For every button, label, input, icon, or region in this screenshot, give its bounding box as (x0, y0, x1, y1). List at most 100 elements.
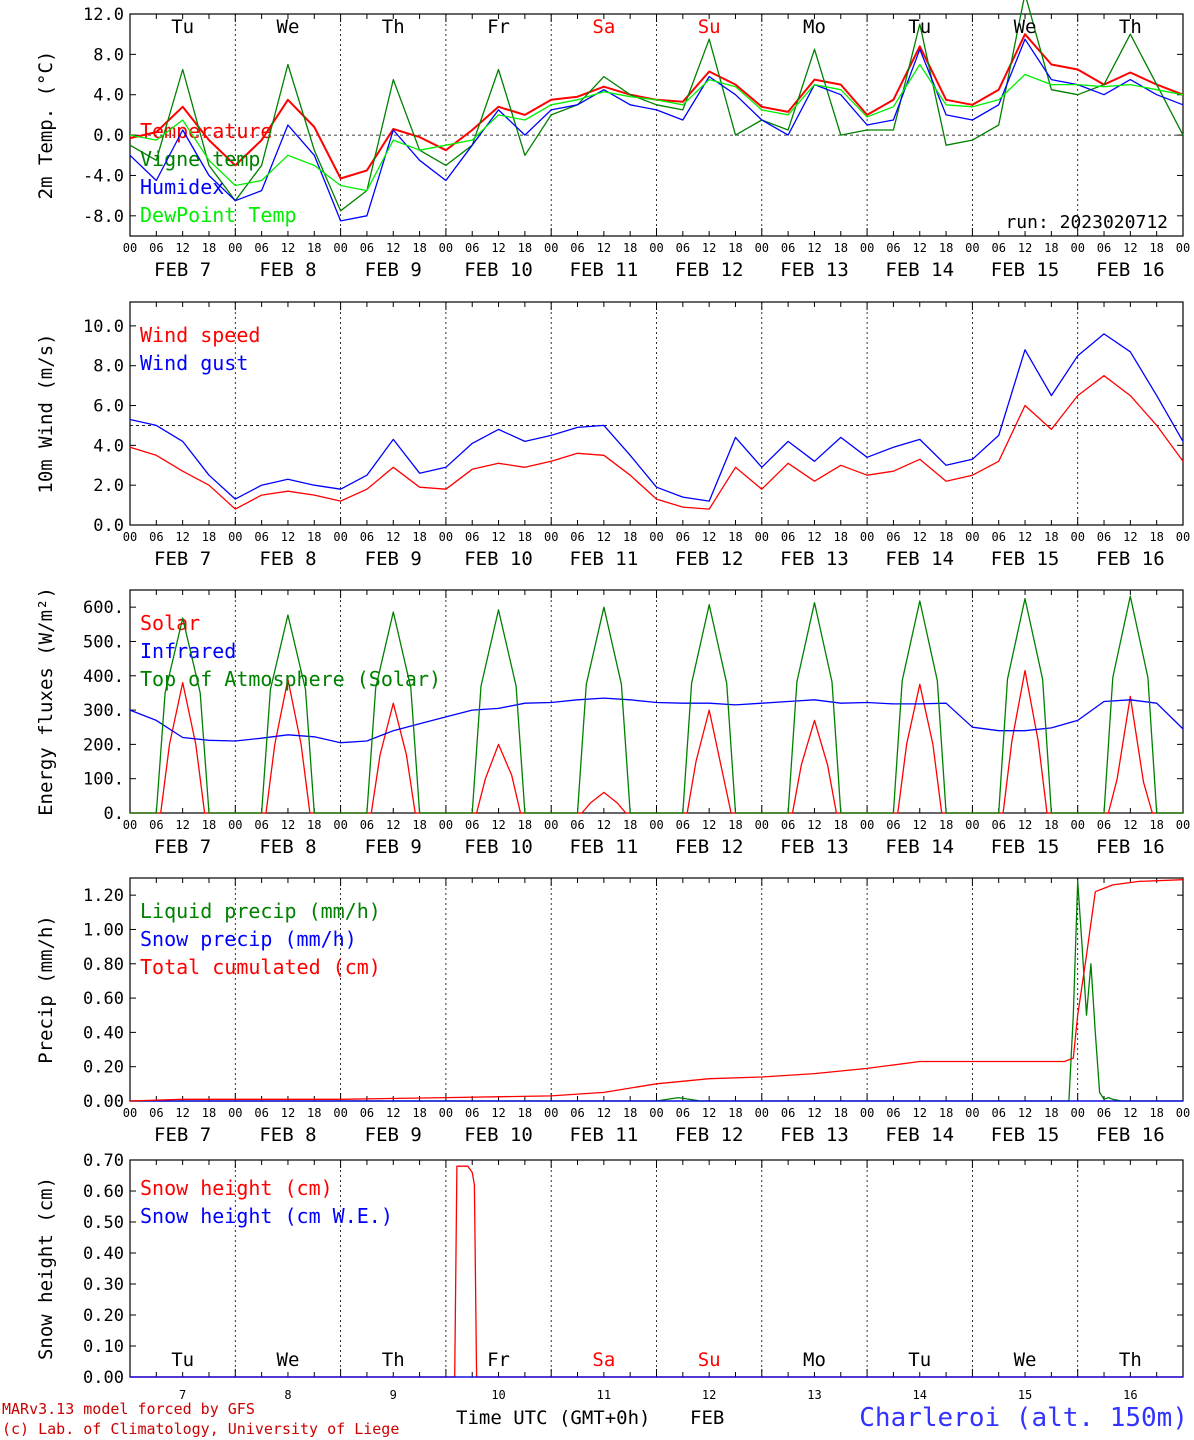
hour-tick-label: 12 (807, 1106, 821, 1120)
hour-tick-label: 18 (1149, 1106, 1163, 1120)
date-label: FEB 15 (991, 836, 1060, 858)
y-tick-label: -4.0 (83, 166, 124, 186)
y-tick-label: 0.0 (93, 126, 124, 146)
date-label: FEB 14 (885, 548, 954, 570)
day-name-label: Su (698, 1349, 721, 1371)
hour-tick-label: 06 (570, 241, 584, 255)
day-name-label: Tu (171, 16, 194, 38)
date-label: FEB 11 (570, 548, 639, 570)
hour-tick-label: 06 (1097, 530, 1111, 544)
y-tick-label: 600. (83, 598, 124, 618)
hour-tick-label: 06 (149, 1106, 163, 1120)
day-name-label: Sa (592, 1349, 615, 1371)
hour-tick-label: 18 (623, 1106, 637, 1120)
hour-tick-label: 00 (333, 818, 347, 832)
hour-tick-label: 18 (939, 241, 953, 255)
panel-3: 600.500.400.300.200.100.0.Energy fluxes … (35, 587, 1190, 858)
hour-tick-label: 18 (412, 241, 426, 255)
hour-tick-label: 06 (886, 530, 900, 544)
y-tick-label: 0.30 (83, 1275, 124, 1295)
hour-tick-label: 18 (307, 818, 321, 832)
hour-tick-label: 00 (1176, 530, 1190, 544)
hour-tick-label: 00 (1070, 530, 1084, 544)
hour-tick-label: 00 (860, 241, 874, 255)
hour-tick-label: 06 (781, 241, 795, 255)
hour-tick-label: 18 (623, 818, 637, 832)
hour-tick-label: 12 (1018, 1106, 1032, 1120)
panels: 12.0 8.0 4.0 0.0 -4.0 -8.0 2m Temp. (°C) Temper… (35, 0, 1190, 1402)
date-label: FEB 7 (154, 259, 211, 281)
hour-tick-label: 18 (728, 241, 742, 255)
date-label: FEB 13 (780, 1124, 849, 1146)
hour-tick-label: 12 (597, 530, 611, 544)
hour-tick-label: 00 (755, 241, 769, 255)
hour-tick-label: 18 (728, 818, 742, 832)
hour-tick-label: 00 (1176, 1106, 1190, 1120)
date-label: FEB 14 (885, 259, 954, 281)
hour-tick-label: 00 (1176, 818, 1190, 832)
hour-tick-label: 06 (1097, 818, 1111, 832)
hour-tick-label: 00 (755, 818, 769, 832)
day-name-label: Th (1119, 16, 1142, 38)
day-number-label: 10 (491, 1388, 505, 1402)
date-label: FEB 12 (675, 1124, 744, 1146)
y-tick-label: 8.0 (93, 45, 124, 65)
hour-tick-label: 12 (702, 1106, 716, 1120)
hour-tick-label: 12 (913, 530, 927, 544)
hour-tick-label: 00 (544, 241, 558, 255)
y-tick-label: 8.0 (93, 357, 124, 377)
day-name-label: Su (698, 16, 721, 38)
hour-tick-label: 00 (860, 1106, 874, 1120)
day-name-label: Fr (487, 1349, 510, 1371)
y-tick-label: 2.0 (93, 476, 124, 496)
y-axis-label: Snow height (cm) (35, 1177, 57, 1360)
hour-tick-label: 12 (1123, 530, 1137, 544)
hour-tick-label: 18 (834, 530, 848, 544)
date-label: FEB 15 (991, 548, 1060, 570)
footer-xlabel: Time UTC (GMT+0h) (456, 1407, 650, 1429)
hour-tick-label: 06 (465, 818, 479, 832)
hour-tick-label: 12 (281, 1106, 295, 1120)
hour-tick-label: 06 (991, 1106, 1005, 1120)
y-tick-label: 0.70 (83, 1151, 124, 1171)
day-name-label: Tu (908, 1349, 931, 1371)
hour-tick-label: 12 (913, 241, 927, 255)
date-label: FEB 11 (570, 1124, 639, 1146)
day-name-label: Sa (592, 16, 615, 38)
y-tick-label: 500. (83, 632, 124, 652)
hour-tick-label: 18 (1044, 241, 1058, 255)
y-tick-label: -8.0 (83, 207, 124, 227)
hour-tick-label: 12 (597, 1106, 611, 1120)
hour-tick-label: 18 (623, 530, 637, 544)
hour-tick-label: 06 (781, 1106, 795, 1120)
hour-tick-label: 18 (202, 1106, 216, 1120)
station-label: Charleroi (alt. 150m) (859, 1403, 1188, 1433)
hour-tick-label: 12 (175, 530, 189, 544)
hour-tick-label: 12 (281, 818, 295, 832)
hour-tick-label: 06 (676, 1106, 690, 1120)
date-label: FEB 7 (154, 548, 211, 570)
hour-tick-label: 12 (175, 241, 189, 255)
date-label: FEB 16 (1096, 1124, 1165, 1146)
hour-tick-label: 00 (544, 1106, 558, 1120)
hour-tick-label: 00 (649, 530, 663, 544)
date-label: FEB 12 (675, 259, 744, 281)
hour-tick-label: 12 (1123, 241, 1137, 255)
day-name-label: We (277, 16, 300, 38)
date-label: FEB 8 (259, 1124, 316, 1146)
panel-1: 12.0 8.0 4.0 0.0 -4.0 -8.0 2m Temp. (°C) Temper… (35, 0, 1190, 281)
y-tick-label: 0.0 (93, 516, 124, 536)
legend-entry: Wind gust (140, 351, 248, 375)
hour-tick-label: 18 (939, 530, 953, 544)
hour-tick-label: 18 (1149, 530, 1163, 544)
hour-tick-label: 00 (755, 1106, 769, 1120)
hour-tick-label: 18 (1149, 818, 1163, 832)
hour-tick-label: 18 (412, 1106, 426, 1120)
hour-tick-label: 12 (807, 818, 821, 832)
legend-entry: Temperature (140, 119, 272, 143)
y-tick-label: 6.0 (93, 397, 124, 417)
y-tick-label: 0.50 (83, 1213, 124, 1233)
date-label: FEB 9 (365, 259, 422, 281)
hour-tick-label: 00 (544, 530, 558, 544)
